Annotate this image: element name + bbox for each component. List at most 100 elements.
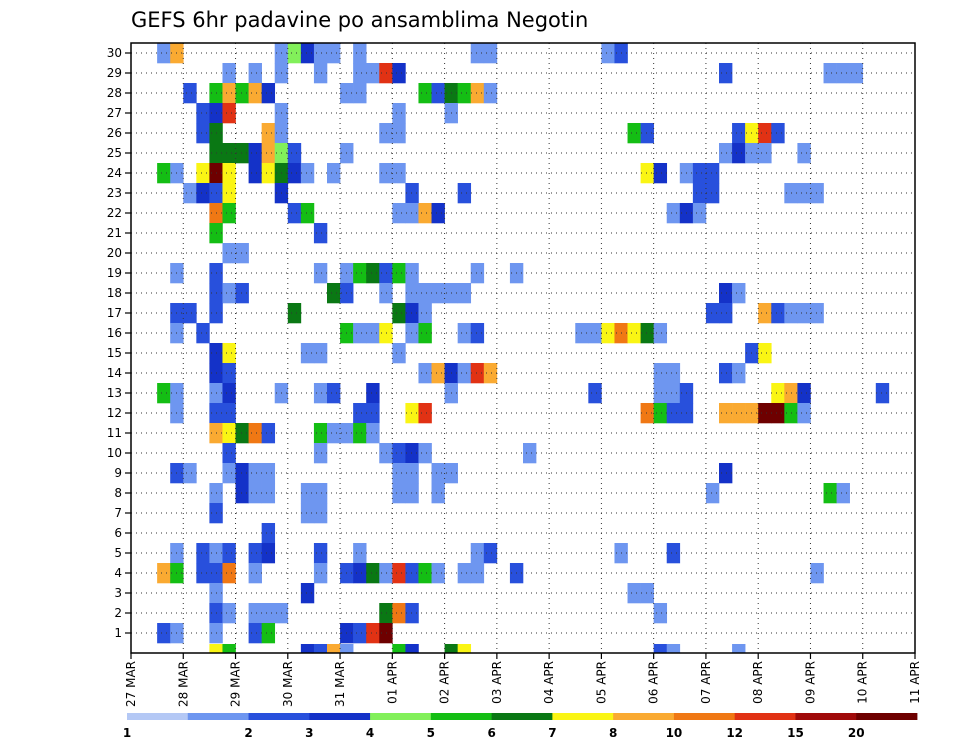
heatmap-cell [431,83,445,104]
heatmap-cell [823,63,837,84]
heatmap-cell [627,123,641,144]
heatmap-cell [353,543,367,564]
colorbar-swatch [856,713,918,720]
heatmap-cell [353,83,367,104]
heatmap-cell [287,303,302,324]
heatmap-cell [875,383,890,404]
heatmap-cell [470,263,485,284]
heatmap-cell [457,644,472,653]
x-tick-label: 28 MAR [176,661,190,707]
heatmap-cell [222,563,236,584]
x-tick-label: 10 APR [856,661,870,704]
heatmap-cell [392,644,406,653]
heatmap-cell [392,203,406,224]
y-tick-label: 8 [114,486,122,500]
heatmap-cell [405,203,419,224]
x-tick-label: 27 MAR [124,661,138,707]
y-tick-label: 14 [107,366,122,380]
heatmap-cell [261,423,276,444]
heatmap-cell [470,363,485,384]
heatmap-cell [313,63,328,84]
colorbar-swatch [430,713,493,720]
heatmap-cell [457,363,472,384]
colorbar-label: 10 [666,726,683,740]
heatmap-cell [379,123,393,144]
heatmap-cell [405,403,419,424]
colorbar-swatch [370,713,432,720]
heatmap-cell [418,203,432,224]
heatmap-cell [732,363,746,384]
heatmap-cell [222,463,236,484]
heatmap-cell [300,483,315,504]
heatmap-cell [379,323,393,344]
heatmap-cell [300,203,315,224]
heatmap-cell [327,383,341,404]
colorbar-swatch [127,713,189,720]
heatmap-cell [666,644,681,653]
heatmap-cell [248,563,262,584]
heatmap-cell [327,163,341,184]
y-tick-label: 23 [107,186,122,200]
y-tick-label: 3 [114,586,122,600]
heatmap-cell [758,303,772,324]
heatmap-cell [222,543,236,564]
colorbar-label: 3 [305,726,313,740]
heatmap-cell [340,644,354,653]
heatmap-cell [601,323,615,344]
heatmap-cell [483,363,498,384]
heatmap-cell [797,303,811,324]
y-tick-label: 13 [107,386,122,400]
heatmap-cell [248,463,262,484]
heatmap-cell [418,443,432,464]
heatmap-cell [418,283,432,304]
heatmap-cell [196,123,210,144]
heatmap-cell [470,543,485,564]
x-tick-label: 09 APR [803,661,817,704]
heatmap-cell [248,603,262,624]
heatmap-cell [692,183,707,204]
heatmap-cell [248,83,262,104]
y-tick-label: 1 [114,626,122,640]
heatmap-cell [405,463,419,484]
heatmap-cell [392,563,406,584]
heatmap-cell [222,143,236,164]
heatmap-cell [405,303,419,324]
heatmap-cell [719,63,733,84]
heatmap-cell [392,443,406,464]
x-tick-label: 04 APR [542,661,556,704]
heatmap-cell [222,243,236,264]
heatmap-cell [392,163,406,184]
colorbar-label: 4 [366,726,374,740]
heatmap-cell [379,263,393,284]
heatmap-cell [222,103,236,124]
heatmap-cell [353,623,367,644]
heatmap-cell [183,83,197,104]
y-tick-label: 11 [107,426,122,440]
heatmap-cell [222,423,236,444]
heatmap-cell [222,163,236,184]
heatmap-cell [287,203,302,224]
y-tick-label: 10 [107,446,122,460]
heatmap-cell [248,543,262,564]
heatmap-cell [653,363,668,384]
heatmap-cell [222,343,236,364]
heatmap-cell [836,483,850,504]
heatmap-cell [431,563,445,584]
heatmap-cell [366,263,380,284]
x-tick-label: 31 MAR [333,661,347,707]
heatmap-cell [313,343,328,364]
colorbar-swatch [187,713,249,720]
heatmap-cell [823,483,837,504]
heatmap-cell [405,644,419,653]
heatmap-cell [666,543,681,564]
y-axis-ticks: 1234567891011121314151617181920212223242… [107,46,131,640]
heatmap-cell [327,43,341,64]
heatmap-cell [379,603,393,624]
heatmap-cell [248,143,262,164]
heatmap-cell [300,343,315,364]
heatmap-cell [392,603,406,624]
heatmap-cell [366,323,380,344]
heatmap-cell [183,463,197,484]
heatmap-cell [222,203,236,224]
heatmap-cell [366,403,380,424]
